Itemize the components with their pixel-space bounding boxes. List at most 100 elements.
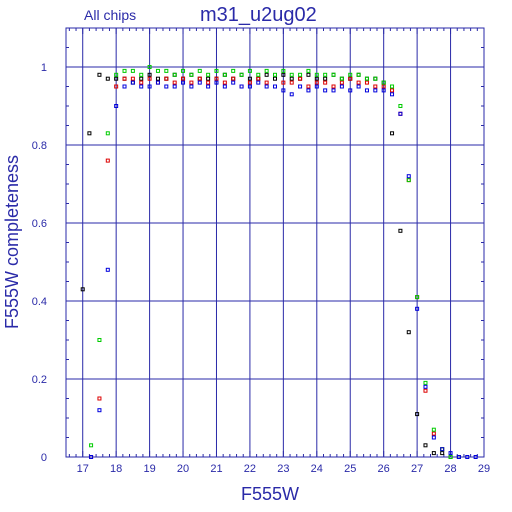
x-tick-label: 28 (444, 463, 456, 475)
data-point (80, 287, 85, 292)
x-tick-label: 27 (411, 463, 423, 475)
data-point (247, 80, 252, 85)
data-point (222, 80, 227, 85)
data-point (172, 72, 177, 77)
data-point (339, 80, 344, 85)
data-point (423, 388, 428, 393)
data-point (139, 76, 144, 81)
data-point (222, 84, 227, 89)
data-point (214, 76, 219, 81)
x-tick-label: 20 (177, 463, 189, 475)
data-point (247, 68, 252, 73)
data-point (181, 80, 186, 85)
data-point (331, 84, 336, 89)
x-tick-label: 24 (311, 463, 323, 475)
data-point (147, 65, 152, 69)
data-point (105, 76, 110, 81)
data-point (381, 84, 386, 89)
data-point (364, 76, 369, 81)
data-point (448, 455, 453, 459)
x-tick-label: 25 (344, 463, 356, 475)
x-tick-label: 18 (110, 463, 122, 475)
data-point (164, 68, 169, 73)
data-point (214, 80, 219, 85)
data-point (97, 72, 102, 77)
data-point (331, 88, 336, 93)
data-point (314, 76, 319, 81)
data-point (264, 84, 269, 89)
data-point (155, 76, 160, 81)
y-tick-label: 0 (41, 452, 47, 464)
data-point (97, 408, 102, 413)
data-point (298, 72, 303, 77)
data-point (256, 80, 261, 85)
data-point (231, 76, 236, 81)
x-tick-label: 19 (143, 463, 155, 475)
data-point (314, 80, 319, 85)
data-point (87, 131, 92, 136)
data-point (231, 68, 236, 73)
data-point (281, 72, 286, 77)
data-point (122, 68, 127, 73)
data-point (431, 427, 436, 432)
x-tick-label: 26 (378, 463, 390, 475)
y-tick-label: 0.6 (32, 218, 47, 230)
y-tick-label: 0.8 (32, 140, 47, 152)
data-point (147, 76, 152, 81)
data-point (206, 80, 211, 85)
data-point (206, 84, 211, 89)
data-point (456, 455, 461, 459)
data-point (197, 68, 202, 73)
data-point (415, 295, 420, 300)
data-points (80, 65, 478, 459)
data-point (130, 80, 135, 85)
data-point (281, 80, 286, 85)
data-point (139, 80, 144, 85)
chart-subtitle: All chips (84, 7, 136, 23)
data-point (114, 76, 119, 81)
chart-title: m31_u2ug02 (200, 4, 317, 26)
data-point (423, 380, 428, 385)
data-point (155, 68, 160, 73)
data-point (256, 76, 261, 81)
data-point (164, 84, 169, 89)
data-point (356, 84, 361, 89)
data-point (114, 72, 119, 77)
data-point (373, 76, 378, 81)
data-point (298, 84, 303, 89)
data-point (339, 76, 344, 81)
data-point (264, 68, 269, 73)
data-point (97, 396, 102, 401)
data-point (189, 84, 194, 89)
data-point (306, 88, 311, 93)
data-point (122, 84, 127, 89)
data-point (164, 76, 169, 81)
data-point (390, 88, 395, 93)
data-point (364, 80, 369, 85)
y-tick-label: 0.4 (32, 296, 47, 308)
data-point (339, 84, 344, 89)
data-point (306, 84, 311, 89)
data-point (289, 76, 294, 81)
data-point (222, 72, 227, 77)
data-point (172, 80, 177, 85)
data-point (189, 80, 194, 85)
data-point (289, 80, 294, 85)
data-point (247, 76, 252, 81)
data-point (264, 72, 269, 77)
data-point (247, 84, 252, 89)
data-point (264, 80, 269, 85)
data-point (314, 72, 319, 77)
data-point (373, 88, 378, 93)
data-point (373, 84, 378, 89)
x-tick-label: 29 (478, 463, 490, 475)
data-point (431, 451, 436, 456)
data-point (323, 76, 328, 81)
data-point (130, 76, 135, 81)
data-point (448, 451, 453, 456)
data-point (398, 111, 403, 116)
data-point (281, 88, 286, 93)
data-point (415, 306, 420, 311)
data-point (348, 72, 353, 77)
x-tick-label: 22 (244, 463, 256, 475)
